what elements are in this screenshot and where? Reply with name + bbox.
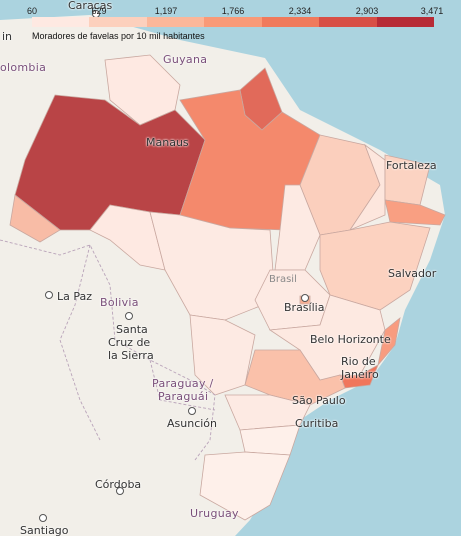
legend-tick-label: 2,334	[288, 6, 312, 16]
legend-swatch	[319, 17, 377, 27]
legend-swatch	[261, 17, 320, 27]
legend-tick-label: 3,471	[420, 6, 444, 16]
label-guyana: Guyana	[163, 53, 208, 66]
label-brasilia: Brasília	[284, 301, 325, 314]
label-manaus: Manaus	[146, 136, 189, 149]
label-rio-2: Janeiro	[341, 368, 379, 381]
label-paraguay-1: Paraguay /	[152, 377, 214, 390]
dot-asuncion	[188, 407, 196, 415]
state-rs	[199, 451, 291, 521]
label-santiago: Santiago	[20, 524, 69, 536]
map-legend: 60 629 1,197 1,766 2,334 2,903 3,471 Moradores…	[0, 0, 461, 46]
legend-tick-label: 2,903	[355, 6, 379, 16]
label-fortaleza: Fortaleza	[386, 159, 437, 172]
label-santa-cruz-1: Santa	[116, 323, 148, 336]
state-rn-pb-pe	[384, 199, 446, 226]
label-caracas: Caracas	[68, 0, 113, 12]
dot-santa-cruz	[125, 312, 133, 320]
state-sc	[239, 424, 301, 456]
legend-swatch	[89, 17, 147, 27]
state-acre	[9, 194, 61, 243]
state-bahia	[319, 221, 431, 311]
legend-tick-label: 629	[91, 6, 107, 16]
label-la-paz: La Paz	[57, 290, 93, 303]
legend-tick-label: 1,197	[154, 6, 178, 16]
label-brasil: Brasil	[269, 274, 297, 285]
legend-swatch	[376, 17, 434, 27]
state-es	[377, 317, 401, 367]
legend-swatch	[204, 17, 262, 27]
label-uruguay: Uruguay	[190, 507, 239, 520]
label-asuncion: Asunción	[167, 417, 218, 430]
legend-title: Moradores de favelas por 10 mil habitant…	[32, 31, 205, 41]
label-santa-cruz-2: Cruz de	[108, 336, 151, 349]
legend-tick-label: 1,766	[221, 6, 245, 16]
label-cordoba: Córdoba	[95, 478, 142, 491]
label-belo-horizonte: Belo Horizonte	[310, 333, 391, 346]
dot-cordoba	[116, 487, 124, 495]
label-colombia: olombia	[0, 61, 47, 74]
legend-swatch	[146, 17, 205, 27]
state-sp	[244, 349, 346, 406]
dot-la-paz	[45, 291, 53, 299]
state-piaui	[348, 143, 386, 231]
label-paraguay-2: Paraguái	[158, 390, 209, 403]
label-salvador: Salvador	[388, 267, 437, 280]
state-pr	[224, 394, 311, 431]
dot-santiago	[39, 514, 47, 522]
label-rio-1: Rio de	[341, 355, 376, 368]
legend-color-bar	[32, 17, 434, 27]
legend-tick-label: 60	[26, 6, 38, 16]
label-curitiba: Curitiba	[295, 417, 339, 430]
dot-brasilia	[301, 294, 309, 302]
legend-swatch	[32, 17, 90, 27]
label-sao-paulo: São Paulo	[292, 394, 346, 407]
label-santa-cruz-3: la Sierra	[108, 349, 154, 362]
label-edge-fragment: in	[2, 30, 13, 43]
label-bolivia: Bolivia	[100, 296, 139, 309]
